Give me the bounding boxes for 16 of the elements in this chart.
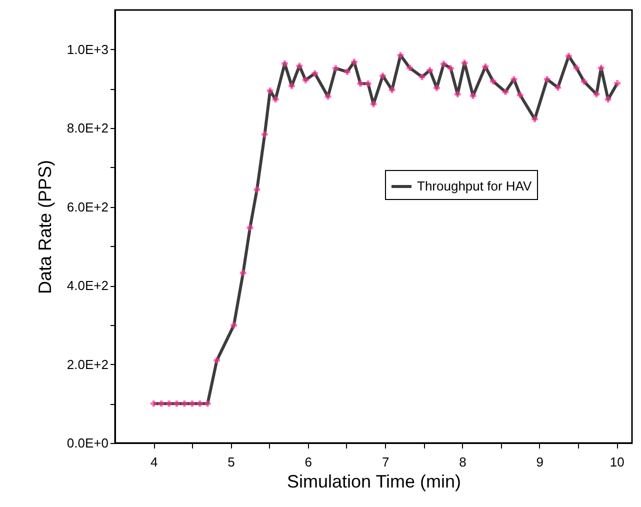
y-axis-title: Data Rate (PPS): [34, 160, 55, 294]
x-tick-label: 6: [304, 454, 312, 470]
x-tick-label: 4: [150, 454, 158, 470]
y-tick-label: 1.0E+3: [66, 42, 108, 57]
x-tick-label: 10: [610, 454, 624, 470]
y-tick-label: 4.0E+2: [66, 278, 108, 294]
x-tick-label: 5: [228, 454, 235, 470]
y-tick-label: 8.0E+2: [66, 120, 108, 136]
y-tick-label: 0.0E+0: [66, 436, 108, 450]
x-tick-label: 9: [536, 454, 544, 470]
x-tick-label: 7: [382, 454, 390, 470]
x-axis-title: Simulation Time (min): [286, 472, 462, 492]
x-tick-label: 8: [459, 454, 466, 470]
legend-label: Throughput for HAV: [417, 178, 532, 194]
y-tick-label: 2.0E+2: [66, 356, 108, 372]
y-tick-label: 6.0E+2: [66, 199, 108, 214]
